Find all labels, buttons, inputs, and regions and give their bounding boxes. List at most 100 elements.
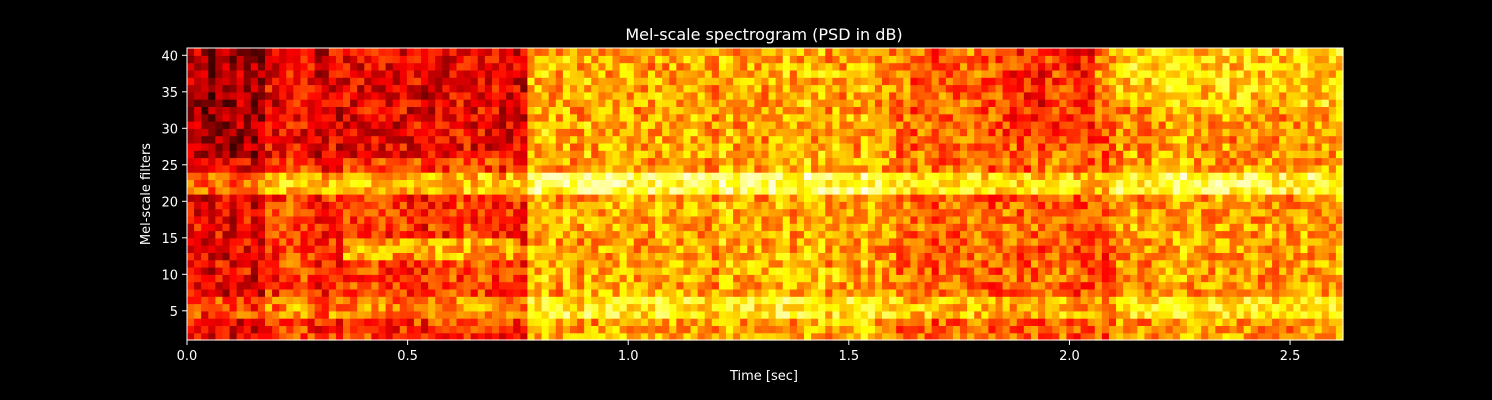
heatmap-cell	[279, 55, 287, 64]
heatmap-cell	[456, 245, 465, 253]
heatmap-cell	[733, 208, 741, 217]
heatmap-cell	[867, 318, 876, 326]
heatmap-cell	[981, 164, 989, 173]
heatmap-cell	[704, 274, 713, 283]
heatmap-cell	[257, 55, 266, 64]
heatmap-cell	[513, 194, 521, 202]
heatmap-cell	[321, 245, 330, 253]
heatmap-cell	[357, 245, 365, 253]
heatmap-cell	[662, 296, 670, 305]
heatmap-cell	[307, 318, 316, 326]
heatmap-cell	[350, 267, 358, 275]
heatmap-cell	[690, 303, 699, 312]
heatmap-cell	[882, 164, 890, 173]
heatmap-cell	[825, 48, 833, 56]
heatmap-cell	[548, 267, 557, 275]
heatmap-cell	[300, 288, 309, 297]
heatmap-cell	[619, 77, 628, 86]
heatmap-cell	[1016, 288, 1025, 297]
heatmap-cell	[548, 135, 557, 144]
heatmap-cell	[938, 215, 947, 224]
heatmap-cell	[201, 296, 209, 305]
heatmap-cell	[789, 164, 798, 173]
heatmap-cell	[520, 142, 529, 151]
heatmap-cell	[208, 237, 216, 246]
heatmap-cell	[903, 325, 911, 334]
heatmap-cell	[222, 128, 231, 137]
heatmap-cell	[839, 128, 848, 137]
heatmap-cell	[697, 325, 706, 334]
heatmap-cell	[846, 310, 855, 319]
heatmap-cell	[718, 303, 727, 312]
heatmap-cell	[215, 62, 224, 71]
heatmap-cell	[874, 223, 883, 232]
heatmap-cell	[910, 318, 919, 326]
heatmap-cell	[300, 69, 309, 78]
heatmap-cell	[662, 62, 670, 71]
heatmap-cell	[1030, 142, 1039, 151]
heatmap-cell	[981, 77, 989, 86]
heatmap-cell	[924, 310, 933, 319]
heatmap-cell	[470, 252, 479, 261]
heatmap-cell	[357, 252, 365, 261]
heatmap-cell	[1066, 164, 1075, 173]
heatmap-cell	[967, 215, 975, 224]
heatmap-cell	[300, 215, 309, 224]
heatmap-cell	[435, 113, 443, 122]
heatmap-cell	[506, 164, 514, 173]
heatmap-cell	[307, 69, 316, 78]
heatmap-cell	[513, 332, 521, 341]
heatmap-cell	[988, 91, 997, 100]
heatmap-cell	[250, 99, 259, 107]
heatmap-cell	[626, 230, 635, 239]
heatmap-cell	[562, 55, 571, 64]
heatmap-cell	[789, 237, 798, 246]
heatmap-cell	[626, 296, 635, 305]
heatmap-cell	[924, 259, 933, 268]
heatmap-cell	[640, 179, 649, 188]
heatmap-cell	[279, 142, 287, 151]
heatmap-cell	[477, 215, 486, 224]
heatmap-cell	[740, 106, 748, 115]
heatmap-cell	[506, 62, 514, 71]
heatmap-cell	[307, 325, 316, 334]
heatmap-cell	[527, 281, 536, 290]
heatmap-cell	[669, 252, 677, 261]
heatmap-cell	[477, 164, 486, 173]
heatmap-cell	[392, 113, 401, 122]
heatmap-cell	[690, 48, 699, 56]
heatmap-cell	[506, 267, 514, 275]
heatmap-cell	[896, 325, 904, 334]
heatmap-cell	[676, 142, 685, 151]
heatmap-cell	[1038, 237, 1046, 246]
heatmap-cell	[371, 69, 380, 78]
heatmap-cell	[711, 303, 720, 312]
heatmap-cell	[406, 91, 415, 100]
heatmap-cell	[250, 164, 259, 173]
heatmap-cell	[321, 281, 330, 290]
heatmap-cell	[725, 128, 734, 137]
heatmap-cell	[669, 164, 677, 173]
heatmap-cell	[683, 179, 692, 188]
heatmap-cell	[867, 303, 876, 312]
heatmap-cell	[768, 172, 777, 180]
heatmap-cell	[435, 142, 443, 151]
heatmap-cell	[704, 69, 713, 78]
heatmap-cell	[917, 281, 926, 290]
heatmap-cell	[194, 157, 202, 166]
heatmap-cell	[690, 113, 699, 122]
heatmap-cell	[272, 274, 280, 283]
heatmap-cell	[733, 55, 741, 64]
heatmap-cell	[1066, 172, 1075, 180]
heatmap-cell	[307, 99, 316, 107]
heatmap-cell	[243, 142, 252, 151]
heatmap-cell	[307, 84, 316, 93]
heatmap-cell	[704, 267, 713, 275]
heatmap-cell	[328, 135, 337, 144]
heatmap-cell	[733, 325, 741, 334]
heatmap-cell	[882, 186, 890, 195]
heatmap-cell	[577, 69, 585, 78]
heatmap-cell	[222, 150, 231, 159]
heatmap-cell	[938, 113, 947, 122]
heatmap-cell	[293, 172, 302, 180]
